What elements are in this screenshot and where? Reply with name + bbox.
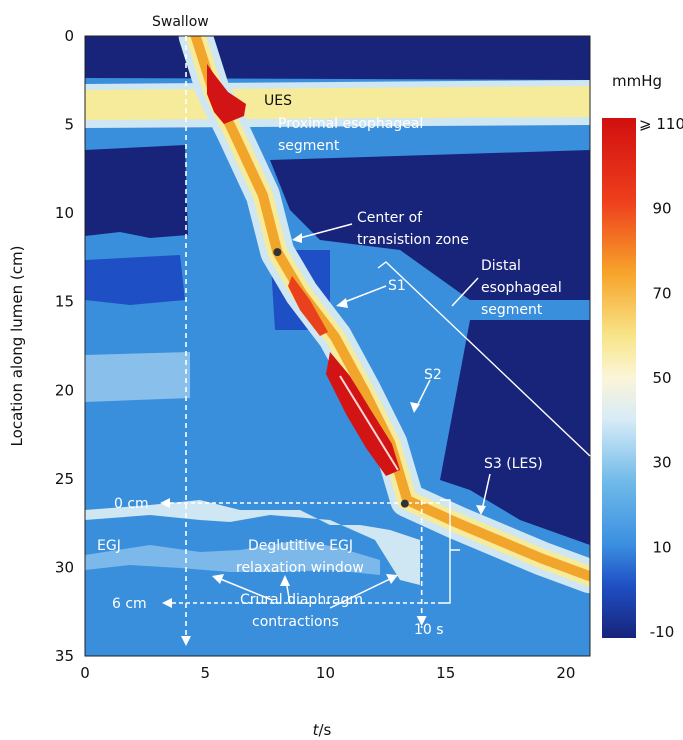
x-tick-label: 10 bbox=[316, 664, 335, 682]
swallow-label: Swallow bbox=[152, 14, 209, 30]
crural-arrow-right-head bbox=[386, 574, 398, 584]
contraction-peak-s1 bbox=[288, 276, 328, 336]
light-band-20cm bbox=[85, 352, 190, 402]
x-axis-ticks: 0 5 10 15 20 bbox=[80, 664, 575, 682]
distal-arrow bbox=[451, 277, 479, 307]
colorbar-tick-label: 90 bbox=[652, 200, 671, 218]
crural-arrow-left bbox=[217, 577, 273, 601]
crural-arrow-left-head bbox=[212, 574, 224, 584]
window-end-arrow-head bbox=[416, 616, 427, 626]
ues-band bbox=[85, 86, 590, 120]
plot-area bbox=[85, 36, 590, 656]
x-tick-label: 0 bbox=[80, 664, 90, 682]
dark-region-proximal-right bbox=[270, 150, 590, 300]
y-tick-label: 10 bbox=[55, 204, 74, 222]
transition-label-line1: Center of bbox=[357, 210, 423, 226]
x-tick-label: 20 bbox=[556, 664, 575, 682]
x-tick-label: 5 bbox=[200, 664, 210, 682]
ues-label: UES bbox=[264, 93, 292, 109]
colorbar-tick-label: -10 bbox=[650, 623, 675, 641]
colorbar-unit: mmHg bbox=[612, 72, 662, 90]
crural-label-line2: contractions bbox=[252, 614, 339, 630]
crural-arrow-right bbox=[329, 577, 393, 609]
egj-marker bbox=[400, 499, 409, 508]
swallow-arrow-head bbox=[181, 636, 191, 646]
proximal-label-line2: segment bbox=[278, 138, 340, 154]
zero-cm-arrow bbox=[160, 498, 170, 508]
colorbar-tick-label: 50 bbox=[652, 369, 671, 387]
transition-arrow-head bbox=[292, 233, 302, 243]
s1-label: S1 bbox=[388, 278, 406, 294]
crural-label-line1: Crural diaphragm bbox=[240, 592, 363, 608]
y-tick-label: 30 bbox=[55, 558, 74, 576]
y-axis-ticks: 0 5 10 15 20 25 30 35 bbox=[55, 27, 74, 665]
plot-border bbox=[84, 35, 591, 657]
s2-arrow bbox=[415, 379, 431, 409]
egj-bracket bbox=[440, 499, 460, 604]
y-tick-label: 25 bbox=[55, 470, 74, 488]
colorbar bbox=[602, 118, 636, 638]
distal-label-line1: Distal bbox=[481, 258, 521, 274]
dark-region-mid-band bbox=[85, 255, 185, 305]
dark-region-proximal-left bbox=[85, 145, 188, 238]
transition-zone-marker bbox=[273, 248, 282, 257]
x-tick-label: 15 bbox=[436, 664, 455, 682]
egj-label: EGJ bbox=[97, 538, 121, 554]
colorbar-tick-label: 70 bbox=[652, 284, 671, 302]
y-tick-label: 5 bbox=[64, 116, 74, 134]
s2-arrow-head bbox=[410, 402, 420, 413]
distal-bracket bbox=[377, 261, 591, 457]
contraction-wave-core bbox=[190, 36, 590, 582]
x-axis-label: t/s bbox=[313, 721, 332, 739]
distal-label-line3: segment bbox=[481, 302, 543, 318]
dark-region-right-lower bbox=[440, 320, 590, 545]
distal-label-line2: esophageal bbox=[481, 280, 562, 296]
contraction-peak-line bbox=[339, 375, 399, 471]
x-axis-label-italic: t bbox=[313, 721, 320, 739]
transition-arrow bbox=[295, 223, 353, 240]
s3-arrow-head bbox=[476, 505, 486, 515]
y-tick-label: 35 bbox=[55, 647, 74, 665]
y-axis-label: Location along lumen (cm) bbox=[8, 246, 26, 447]
s2-label: S2 bbox=[424, 367, 442, 383]
light-band-egj bbox=[85, 500, 420, 585]
colorbar-tick-label: 30 bbox=[652, 454, 671, 472]
y-tick-label: 15 bbox=[55, 293, 74, 311]
s3-arrow bbox=[481, 473, 491, 511]
y-tick-label: 0 bbox=[64, 27, 74, 45]
six-cm-arrow bbox=[162, 598, 172, 608]
x-axis-label-rest: /s bbox=[319, 721, 332, 739]
s1-arrow-head bbox=[336, 298, 348, 308]
six-cm-label: 6 cm bbox=[112, 596, 147, 612]
s1-arrow bbox=[341, 285, 387, 304]
colorbar-tick-label: 10 bbox=[652, 538, 671, 556]
egj-window-label-line2: relaxation window bbox=[236, 560, 364, 576]
zero-cm-label: 0 cm bbox=[114, 496, 149, 512]
light-band-egj-lower bbox=[85, 540, 380, 575]
colorbar-tick-label: ⩾ 110 bbox=[639, 115, 683, 133]
egj-window-label-line1: Deglutitive EGJ bbox=[248, 538, 353, 554]
contraction-peak-upper bbox=[207, 64, 246, 124]
y-tick-label: 20 bbox=[55, 381, 74, 399]
transition-label-line2: transistion zone bbox=[357, 232, 469, 248]
dark-region-top bbox=[85, 36, 590, 80]
s3-label: S3 (LES) bbox=[484, 456, 543, 472]
ten-s-label: 10 s bbox=[414, 622, 444, 638]
colorbar-ticks: ⩾ 110 90 70 50 30 10 -10 bbox=[639, 115, 683, 641]
proximal-label-line1: Proximal esophageal bbox=[278, 116, 423, 132]
crural-arrow-mid-head bbox=[280, 575, 290, 586]
